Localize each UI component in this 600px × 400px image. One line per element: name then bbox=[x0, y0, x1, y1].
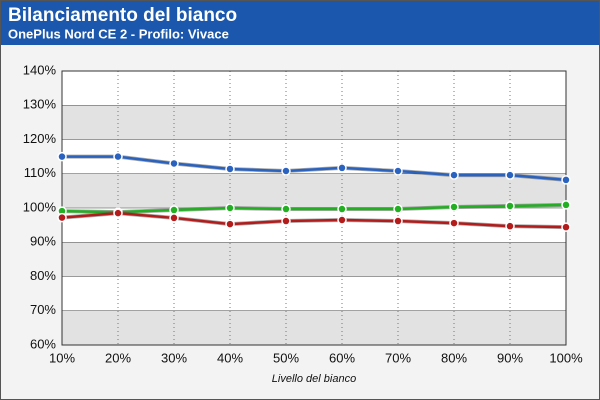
grid-band bbox=[62, 310, 566, 345]
point bbox=[57, 212, 67, 223]
point bbox=[225, 203, 235, 213]
point bbox=[281, 216, 291, 226]
point bbox=[57, 151, 67, 162]
y-tick-label: 140% bbox=[23, 62, 57, 77]
point bbox=[337, 215, 347, 225]
point bbox=[337, 204, 347, 214]
point bbox=[169, 213, 179, 223]
grid-band bbox=[62, 242, 566, 277]
y-tick-label: 120% bbox=[23, 131, 57, 146]
point bbox=[169, 205, 179, 215]
point bbox=[561, 200, 571, 210]
point bbox=[449, 218, 459, 228]
point bbox=[449, 202, 459, 212]
x-tick-label: 100% bbox=[549, 350, 583, 365]
chart-subtitle: OnePlus Nord CE 2 - Profilo: Vivace bbox=[8, 26, 229, 41]
point bbox=[393, 216, 403, 226]
point bbox=[225, 164, 235, 174]
point bbox=[505, 170, 515, 180]
y-tick-label: 80% bbox=[30, 268, 56, 283]
header bbox=[1, 1, 599, 45]
x-tick-label: 60% bbox=[329, 350, 355, 365]
y-tick-label: 130% bbox=[23, 97, 57, 112]
x-tick-label: 90% bbox=[497, 350, 523, 365]
point bbox=[225, 219, 235, 229]
point bbox=[113, 151, 123, 162]
y-tick-label: 90% bbox=[30, 234, 56, 249]
grid-band bbox=[62, 173, 566, 208]
point bbox=[505, 201, 515, 211]
chart-title: Bilanciamento del bianco bbox=[8, 5, 237, 26]
x-tick-label: 50% bbox=[273, 350, 299, 365]
point bbox=[561, 175, 571, 185]
x-axis-label: Livello del bianco bbox=[272, 373, 356, 385]
series-line bbox=[62, 155, 567, 182]
x-tick-label: 80% bbox=[441, 350, 467, 365]
x-tick-label: 70% bbox=[385, 350, 411, 365]
x-tick-label: 10% bbox=[49, 350, 75, 365]
y-tick-label: 100% bbox=[23, 199, 57, 214]
y-tick-label: 110% bbox=[24, 165, 57, 180]
point bbox=[337, 163, 347, 173]
point bbox=[393, 204, 403, 214]
point bbox=[561, 222, 571, 232]
y-tick-label: 60% bbox=[30, 336, 56, 351]
series-line bbox=[61, 203, 567, 214]
point bbox=[281, 204, 291, 214]
series-line bbox=[61, 211, 567, 229]
x-tick-label: 30% bbox=[161, 350, 187, 365]
point bbox=[169, 158, 179, 169]
point bbox=[449, 170, 459, 180]
point bbox=[393, 166, 403, 176]
y-tick-label: 70% bbox=[30, 302, 56, 317]
point bbox=[281, 166, 291, 176]
point bbox=[505, 221, 515, 231]
x-tick-label: 20% bbox=[105, 350, 131, 365]
grid-band bbox=[62, 105, 566, 140]
x-tick-label: 40% bbox=[217, 350, 243, 365]
point bbox=[113, 208, 123, 218]
